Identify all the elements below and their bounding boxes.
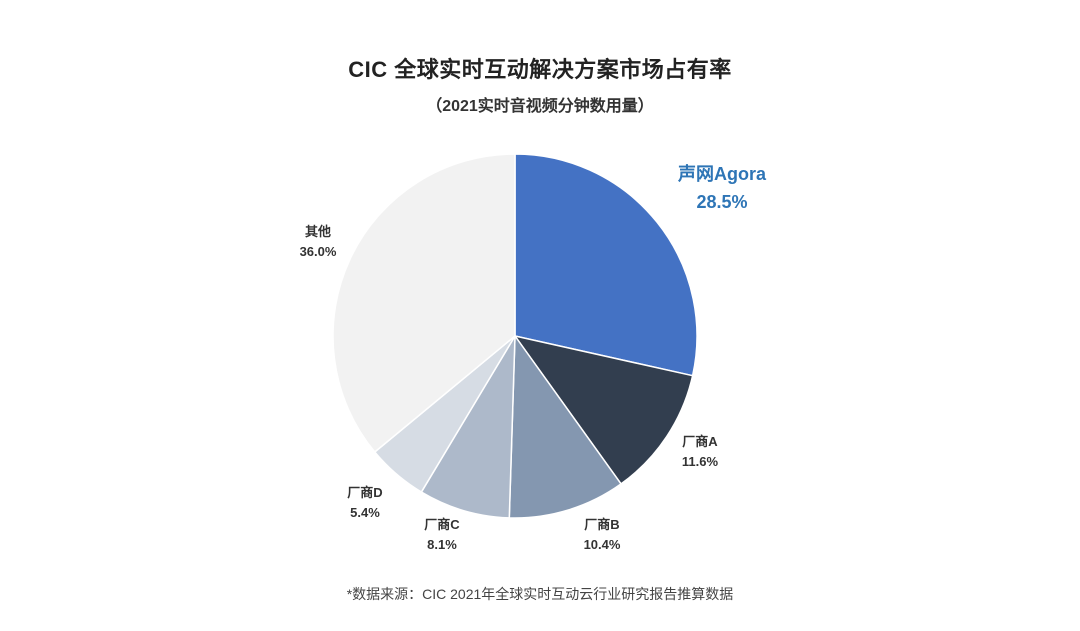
slice-value: 8.1% <box>427 537 457 552</box>
slice-value: 11.6% <box>681 454 719 469</box>
slice-label-4: 厂商D 5.4% <box>347 483 382 523</box>
slice-name: 声网Agora <box>677 164 767 184</box>
slice-name: 厂商B <box>584 517 620 532</box>
slice-name: 厂商D <box>347 485 383 500</box>
slice-label-3: 厂商C 8.1% <box>424 515 459 555</box>
slice-value: 36.0% <box>299 244 337 259</box>
slice-value: 5.4% <box>350 505 380 520</box>
slice-label-5: 其他 36.0% <box>300 222 337 262</box>
slice-label-0: 声网Agora 28.5% <box>678 160 766 216</box>
chart-subtitle: （2021实时音视频分钟数用量） <box>426 98 654 115</box>
slice-name: 厂商C <box>424 517 460 532</box>
slice-label-2: 厂商B 10.4% <box>584 515 621 555</box>
pie-slice-3 <box>420 335 516 519</box>
chart-title: CIC 全球实时互动解决方案市场占有率 <box>348 57 732 82</box>
pie-slice-1 <box>514 335 694 485</box>
data-source-footnote: *数据来源：CIC 2021年全球实时互动云行业研究报告推算数据 <box>346 586 734 602</box>
slice-label-1: 厂商A 11.6% <box>682 432 718 472</box>
slice-value: 28.5% <box>696 192 748 212</box>
slice-name: 其他 <box>304 224 331 239</box>
slice-value: 10.4% <box>583 537 621 552</box>
pie-slice-0 <box>514 153 698 377</box>
pie-slice-2 <box>508 335 622 519</box>
pie-slice-5 <box>332 153 516 453</box>
slice-name: 厂商A <box>682 434 718 449</box>
